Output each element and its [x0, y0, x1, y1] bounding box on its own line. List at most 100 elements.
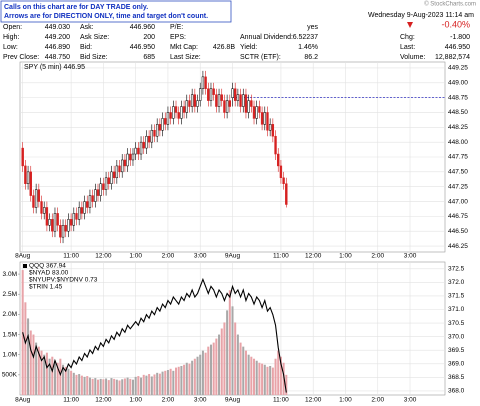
x-tick-label: 3:00 — [404, 397, 417, 404]
volume-bar — [27, 318, 30, 395]
candle-body — [258, 106, 261, 113]
x-tick-label: 3:00 — [404, 253, 417, 260]
x-tick-label: 11:00 — [63, 253, 79, 260]
volume-bar — [212, 342, 215, 395]
volume-bar — [269, 365, 272, 395]
volume-bar — [137, 376, 140, 395]
volume-bar — [110, 378, 113, 395]
quote-value: -1.800 — [450, 34, 470, 41]
volume-bar — [223, 322, 226, 395]
volume-bar — [247, 354, 250, 395]
x-tick-label: 2:00 — [371, 253, 384, 260]
volume-bar — [242, 346, 245, 395]
y2-tick-label: 368.0 — [448, 388, 465, 395]
volume-bar — [59, 358, 62, 395]
quote-label: Mkt Cap: — [170, 44, 198, 51]
volume-bar — [228, 290, 231, 395]
volume-bar — [183, 364, 186, 395]
candle-body — [177, 112, 180, 119]
volume-bar — [277, 350, 280, 395]
volume-bar — [188, 363, 191, 395]
volume-bar — [131, 379, 134, 395]
quote-value: 449.200 — [45, 34, 70, 41]
volume-bar — [67, 368, 70, 395]
candle-body — [126, 153, 129, 167]
y2-tick-label: 372.0 — [448, 279, 465, 286]
volume-bar — [123, 378, 126, 395]
x-tick-label: 9Aug — [225, 253, 241, 260]
down-arrow — [407, 22, 413, 28]
y-tick-label: 446.50 — [448, 228, 468, 235]
candle-body — [96, 189, 100, 196]
candle-body — [150, 130, 153, 143]
volume-bar — [113, 378, 116, 395]
x-tick-label: 9Aug — [225, 397, 241, 404]
candle-body — [158, 124, 162, 131]
watermark: © StockCharts.com — [424, 1, 476, 8]
volume-bar — [279, 356, 282, 395]
x-tick-label: 11:00 — [63, 397, 79, 404]
y-tick-label: 1.0M — [3, 351, 17, 358]
x-tick-label: 12:00 — [305, 253, 322, 260]
volume-bar — [118, 380, 121, 395]
candle-body — [67, 219, 70, 232]
quote-value: 12,882,574 — [435, 54, 470, 61]
volume-bar — [70, 370, 73, 395]
candle-body — [145, 135, 148, 149]
volume-bar — [62, 364, 65, 395]
y2-tick-label: 371.5 — [448, 293, 465, 300]
y-tick-label: 449.25 — [448, 65, 468, 72]
volume-bar — [191, 360, 194, 395]
candle-body — [29, 171, 32, 196]
quote-label: Ask: — [80, 24, 94, 31]
candle-body — [166, 112, 170, 125]
candle-body — [196, 100, 199, 107]
quote-value: 449.030 — [45, 24, 70, 31]
candle-body — [26, 171, 30, 184]
volume-bar — [185, 362, 188, 395]
quote-label: SCTR (ETF): — [240, 54, 281, 61]
candle-body — [252, 106, 256, 119]
volume-bar — [218, 334, 221, 395]
volume-bar — [258, 362, 261, 395]
candle-body — [94, 189, 97, 202]
candle-body — [104, 177, 108, 190]
candle-body — [233, 88, 237, 101]
y2-tick-label: 372.5 — [448, 266, 465, 273]
x-tick-label: 1:00 — [339, 253, 352, 260]
volume-bar — [115, 379, 118, 395]
candle-body — [56, 213, 59, 226]
quote-value: 86.2 — [304, 54, 318, 61]
volume-bar — [99, 378, 102, 395]
volume-bar — [142, 374, 145, 395]
volume-bar — [29, 330, 32, 395]
volume-bar — [83, 376, 86, 395]
x-tick-label: 3:00 — [194, 253, 207, 260]
volume-bar — [175, 367, 178, 395]
volume-bar — [234, 322, 237, 395]
volume-bar — [140, 377, 143, 395]
x-tick-label: 1:00 — [339, 397, 352, 404]
quote-label: Prev Close: — [3, 54, 39, 61]
volume-bar — [48, 358, 51, 395]
volume-bar — [250, 356, 253, 395]
candle-body — [123, 159, 127, 167]
volume-bar — [37, 346, 40, 395]
candle-body — [155, 124, 159, 137]
volume-bar — [91, 378, 94, 395]
candle-body — [212, 88, 215, 95]
candle-body — [88, 195, 92, 208]
volume-bar — [169, 368, 172, 395]
volume-bar — [209, 344, 212, 395]
x-tick-label: 2:00 — [371, 397, 384, 404]
volume-bar — [96, 379, 100, 395]
x-tick-label: 12:00 — [305, 397, 322, 404]
volume-bar — [282, 362, 285, 395]
candle-body — [274, 135, 277, 155]
candle-body — [112, 171, 116, 179]
volume-bar — [51, 356, 54, 395]
volume-bar — [220, 328, 223, 395]
volume-bar — [148, 374, 151, 395]
quote-label: Chg: — [400, 34, 415, 41]
candle-body — [277, 153, 280, 167]
